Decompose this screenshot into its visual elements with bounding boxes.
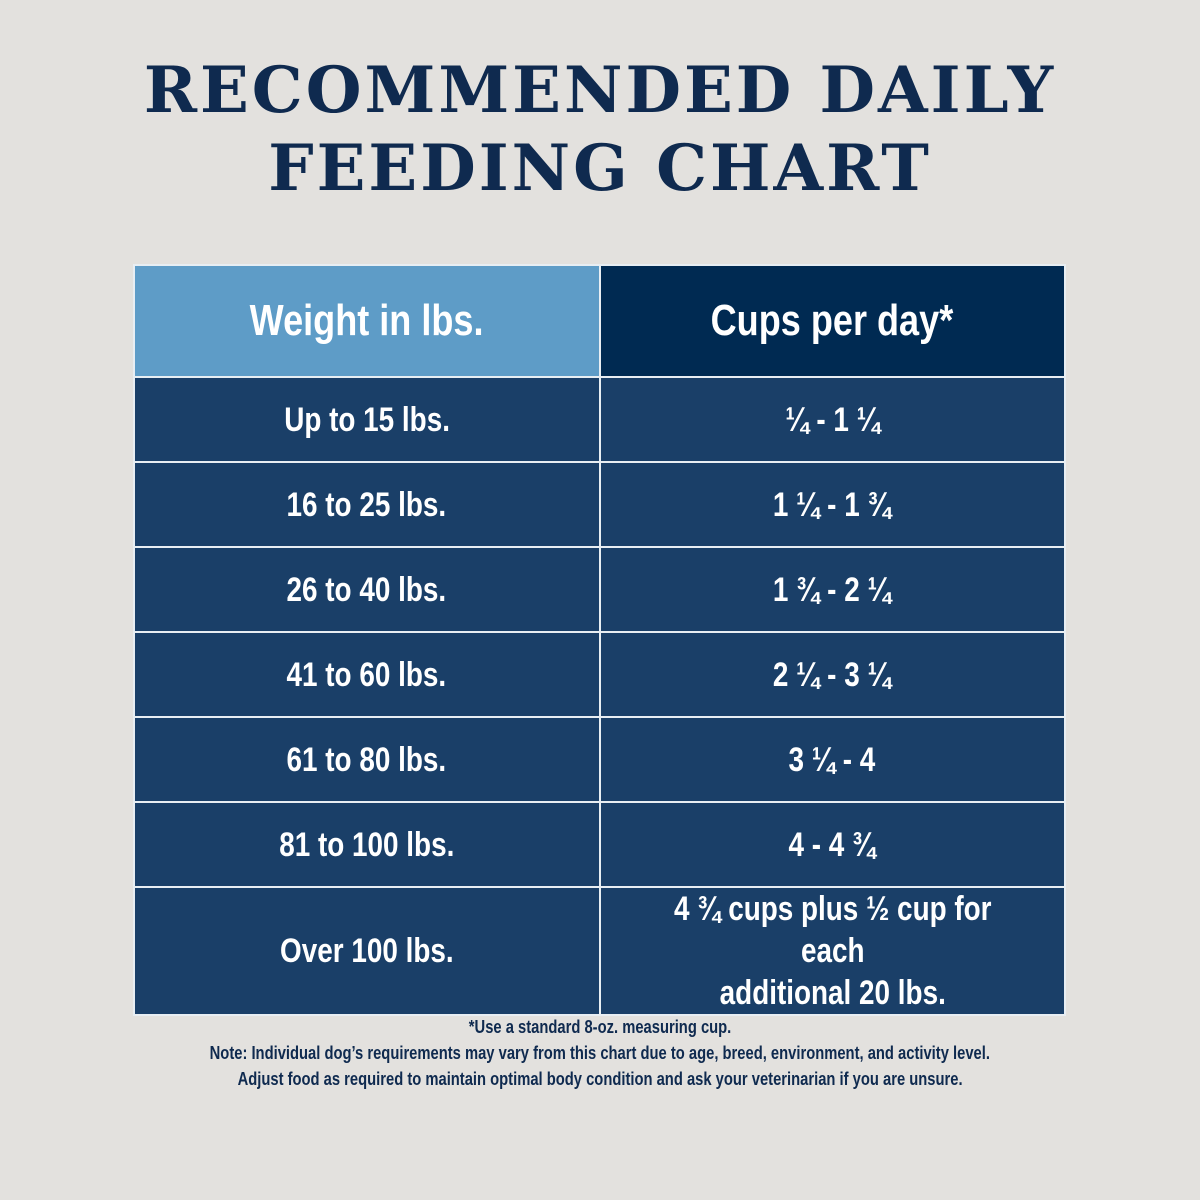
weight-cell: 26 to 40 lbs. <box>133 546 601 633</box>
cups-cell: 4 ¾ cups plus ½ cup for each additional 2… <box>598 886 1066 1016</box>
cups-cell: 2 ¼ - 3 ¼ <box>598 631 1066 718</box>
page-title: RECOMMENDED DAILY FEEDING CHART <box>0 52 1200 208</box>
weight-cell: 81 to 100 lbs. <box>133 801 601 888</box>
footnote: *Use a standard 8-oz. measuring cup. <box>468 1017 732 1037</box>
notes: *Use a standard 8-oz. measuring cup. Not… <box>0 1014 1200 1092</box>
cups-cell: ¼ - 1 ¼ <box>598 376 1066 463</box>
cups-cell: 1 ¾ - 2 ¼ <box>598 546 1066 633</box>
weight-cell: 61 to 80 lbs. <box>133 716 601 803</box>
table-row: 26 to 40 lbs. 1 ¾ - 2 ¼ <box>133 546 1066 633</box>
header-cups: Cups per day* <box>598 264 1066 378</box>
title-line-1: RECOMMENDED DAILY <box>143 53 1057 128</box>
weight-cell: 41 to 60 lbs. <box>133 631 601 718</box>
table-row: Over 100 lbs. 4 ¾ cups plus ½ cup for eac… <box>133 886 1066 1016</box>
title-line-2: FEEDING CHART <box>268 131 932 206</box>
header-weight: Weight in lbs. <box>133 264 601 378</box>
note-text: Note: Individual dog’s requirements may … <box>209 1043 991 1063</box>
weight-cell: Over 100 lbs. <box>133 886 601 1016</box>
table-row: Up to 15 lbs. ¼ - 1 ¼ <box>133 376 1066 463</box>
table-row: 41 to 60 lbs. 2 ¼ - 3 ¼ <box>133 631 1066 718</box>
feeding-table: Weight in lbs. Cups per day* Up to 15 lb… <box>133 264 1066 1016</box>
table-row: 16 to 25 lbs. 1 ¼ - 1 ¾ <box>133 461 1066 548</box>
weight-cell: Up to 15 lbs. <box>133 376 601 463</box>
cups-cell: 3 ¼ - 4 <box>598 716 1066 803</box>
table-row: 81 to 100 lbs. 4 - 4 ¾ <box>133 801 1066 888</box>
table-row: 61 to 80 lbs. 3 ¼ - 4 <box>133 716 1066 803</box>
weight-cell: 16 to 25 lbs. <box>133 461 601 548</box>
cups-cell: 4 - 4 ¾ <box>598 801 1066 888</box>
cups-cell: 1 ¼ - 1 ¾ <box>598 461 1066 548</box>
table-header-row: Weight in lbs. Cups per day* <box>133 264 1066 378</box>
adjust-text: Adjust food as required to maintain opti… <box>237 1069 963 1089</box>
